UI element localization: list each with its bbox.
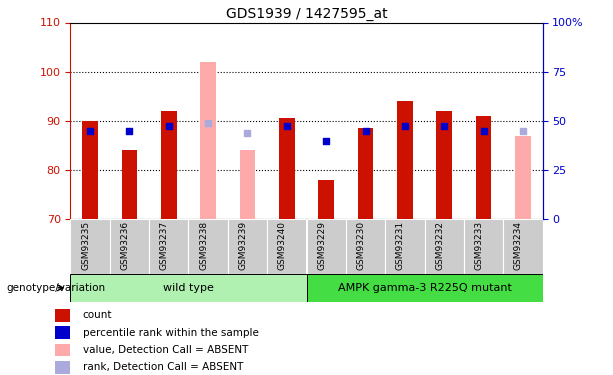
Bar [200, 62, 216, 219]
Bar [279, 118, 295, 219]
Bar [189, 219, 228, 274]
Bar [228, 219, 267, 274]
Text: GSM93237: GSM93237 [160, 221, 169, 270]
Point [282, 123, 292, 129]
Point [164, 123, 173, 129]
Text: GSM93239: GSM93239 [238, 221, 248, 270]
Text: rank, Detection Call = ABSENT: rank, Detection Call = ABSENT [83, 362, 243, 372]
Bar [55, 344, 70, 356]
Bar [55, 309, 70, 322]
Bar [121, 150, 137, 219]
Bar [436, 111, 452, 219]
Point [124, 128, 134, 134]
Text: genotype/variation: genotype/variation [6, 283, 105, 293]
Point [518, 128, 528, 134]
Bar [503, 219, 543, 274]
Point [440, 123, 449, 129]
Text: GSM93229: GSM93229 [317, 221, 326, 270]
Text: GSM93233: GSM93233 [474, 221, 484, 270]
Text: GSM93238: GSM93238 [199, 221, 208, 270]
Point [243, 130, 253, 136]
Text: AMPK gamma-3 R225Q mutant: AMPK gamma-3 R225Q mutant [338, 283, 511, 293]
Bar [55, 361, 70, 374]
Point [400, 123, 409, 129]
Point [204, 120, 213, 126]
Point [85, 128, 95, 134]
Bar [70, 274, 306, 302]
Bar [55, 326, 70, 339]
Point [360, 128, 370, 134]
Bar [476, 116, 492, 219]
Bar [70, 219, 110, 274]
Text: GSM93230: GSM93230 [357, 221, 365, 270]
Bar [306, 274, 543, 302]
Text: value, Detection Call = ABSENT: value, Detection Call = ABSENT [83, 345, 248, 355]
Bar [82, 121, 98, 219]
Bar [318, 180, 334, 219]
Text: wild type: wild type [163, 283, 214, 293]
Bar [397, 101, 413, 219]
Text: percentile rank within the sample: percentile rank within the sample [83, 328, 259, 338]
Bar [464, 219, 503, 274]
Text: GSM93231: GSM93231 [396, 221, 405, 270]
Text: GSM93234: GSM93234 [514, 221, 523, 270]
Bar [110, 219, 149, 274]
Text: GSM93235: GSM93235 [81, 221, 90, 270]
Bar [357, 128, 373, 219]
Bar [240, 150, 256, 219]
Bar [424, 219, 464, 274]
Bar [385, 219, 424, 274]
Text: GSM93240: GSM93240 [278, 221, 287, 270]
Title: GDS1939 / 1427595_at: GDS1939 / 1427595_at [226, 8, 387, 21]
Bar [267, 219, 306, 274]
Point [321, 138, 331, 144]
Bar [149, 219, 189, 274]
Bar [346, 219, 385, 274]
Bar [306, 219, 346, 274]
Bar [161, 111, 177, 219]
Text: GSM93232: GSM93232 [435, 221, 444, 270]
Bar [515, 136, 531, 219]
Text: GSM93236: GSM93236 [121, 221, 129, 270]
Point [479, 128, 489, 134]
Text: count: count [83, 310, 112, 320]
